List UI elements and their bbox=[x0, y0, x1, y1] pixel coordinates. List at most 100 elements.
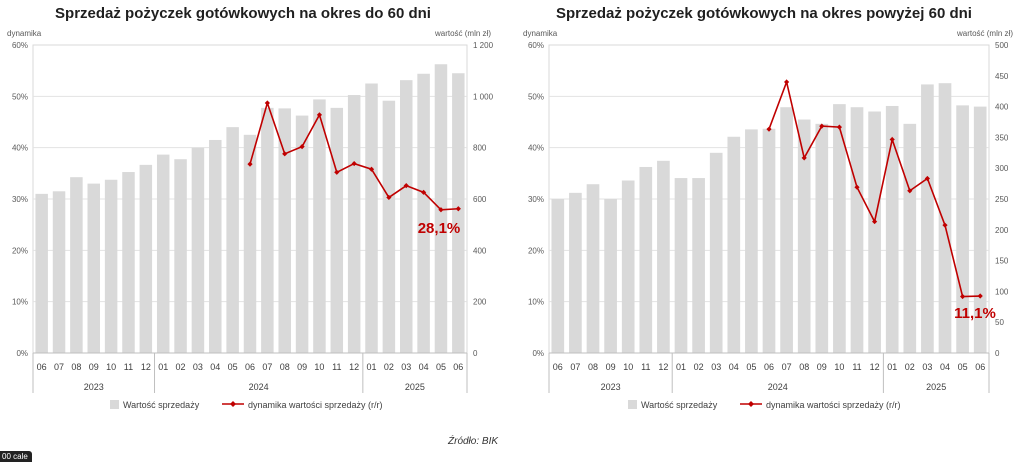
bar-12 bbox=[347, 95, 361, 354]
line-point-09 bbox=[299, 144, 305, 150]
line-point-05 bbox=[438, 207, 444, 213]
bar-06 bbox=[973, 106, 987, 353]
bar-01 bbox=[885, 105, 899, 353]
x-tick-label: 04 bbox=[940, 362, 950, 372]
y-tick-label: 50% bbox=[12, 92, 28, 101]
y-tick-label: 10% bbox=[528, 298, 544, 307]
x-tick-label: 11 bbox=[124, 362, 133, 372]
x-tick-label: 10 bbox=[623, 362, 633, 372]
x-tick-label: 03 bbox=[711, 362, 721, 372]
y2-tick-label: 1 000 bbox=[473, 92, 494, 101]
bar-02 bbox=[692, 178, 705, 353]
x-tick-label: 06 bbox=[975, 362, 985, 372]
line-point-04 bbox=[421, 189, 427, 195]
legend-marker-line bbox=[748, 401, 754, 407]
bar-11 bbox=[850, 107, 864, 353]
chart-right-svg: Sprzedaż pożyczek gotówkowych na okres p… bbox=[523, 5, 1013, 410]
bar-07 bbox=[569, 192, 582, 353]
line-point-05 bbox=[960, 293, 966, 300]
bar-05 bbox=[956, 105, 969, 353]
y2-axis-label: wartość (mln zł) bbox=[956, 29, 1013, 38]
x-tick-label: 06 bbox=[553, 362, 563, 372]
y2-tick-label: 400 bbox=[473, 246, 487, 255]
x-tick-label: 11 bbox=[852, 362, 861, 372]
y2-tick-label: 0 bbox=[473, 349, 478, 358]
x-tick-label: 04 bbox=[729, 362, 739, 372]
line-point-09 bbox=[819, 123, 825, 129]
y-tick-label: 60% bbox=[528, 41, 544, 50]
line-point-11 bbox=[334, 169, 340, 175]
bar-06 bbox=[452, 73, 465, 353]
chart-right: Sprzedaż pożyczek gotówkowych na okres p… bbox=[512, 0, 1024, 430]
line-point-06 bbox=[977, 293, 983, 299]
bar-11 bbox=[122, 172, 135, 353]
y2-tick-label: 300 bbox=[995, 164, 1009, 173]
y-tick-label: 20% bbox=[12, 246, 28, 255]
line-point-01 bbox=[889, 136, 895, 143]
x-tick-label: 05 bbox=[436, 362, 446, 372]
chart-title: Sprzedaż pożyczek gotówkowych na okres d… bbox=[55, 5, 431, 22]
line-point-07 bbox=[784, 79, 790, 85]
bar-01 bbox=[674, 178, 688, 353]
line-point-02 bbox=[386, 194, 392, 201]
x-tick-label: 11 bbox=[332, 362, 341, 372]
y2-tick-label: 150 bbox=[995, 257, 1009, 266]
year-label: 2024 bbox=[768, 382, 788, 392]
x-tick-label: 12 bbox=[658, 362, 668, 372]
y-tick-label: 30% bbox=[528, 195, 544, 204]
bar-11 bbox=[639, 166, 653, 353]
bar-10 bbox=[621, 180, 635, 353]
y2-tick-label: 600 bbox=[473, 195, 487, 204]
bar-08 bbox=[70, 177, 83, 353]
line-point-04 bbox=[942, 222, 948, 228]
y2-tick-label: 450 bbox=[995, 72, 1009, 81]
x-tick-label: 06 bbox=[245, 362, 255, 372]
bar-01 bbox=[156, 154, 170, 353]
x-tick-label: 03 bbox=[193, 362, 203, 372]
bar-06 bbox=[243, 134, 257, 353]
x-tick-label: 02 bbox=[905, 362, 915, 372]
year-label: 2024 bbox=[249, 382, 269, 392]
x-tick-label: 08 bbox=[799, 362, 809, 372]
line-point-12 bbox=[351, 160, 357, 167]
y2-tick-label: 200 bbox=[995, 226, 1009, 235]
bar-03 bbox=[709, 152, 723, 353]
bar-03 bbox=[399, 80, 413, 353]
x-tick-label: 09 bbox=[606, 362, 616, 372]
bar-11 bbox=[330, 107, 344, 353]
x-tick-label: 06 bbox=[764, 362, 774, 372]
x-tick-label: 03 bbox=[922, 362, 932, 372]
x-tick-label: 01 bbox=[158, 362, 168, 372]
line-point-02 bbox=[907, 188, 913, 194]
line-point-03 bbox=[924, 175, 930, 182]
x-tick-label: 05 bbox=[958, 362, 968, 372]
x-tick-label: 12 bbox=[141, 362, 151, 372]
bar-04 bbox=[209, 139, 222, 353]
bar-02 bbox=[382, 100, 396, 354]
y-tick-label: 10% bbox=[12, 298, 28, 307]
legend-label-line: dynamika wartości sprzedaży (r/r) bbox=[766, 400, 901, 410]
y2-tick-label: 1 200 bbox=[473, 41, 494, 50]
chart-title: Sprzedaż pożyczek gotówkowych na okres p… bbox=[556, 5, 972, 22]
y2-tick-label: 100 bbox=[995, 287, 1009, 296]
y2-axis-label: wartość (mln zł) bbox=[434, 29, 491, 38]
line-point-12 bbox=[872, 218, 878, 225]
bar-09 bbox=[815, 123, 829, 354]
line-point-06 bbox=[247, 161, 253, 167]
bar-12 bbox=[657, 160, 670, 353]
legend-marker-line bbox=[230, 401, 236, 407]
y-axis-label: dynamika bbox=[7, 29, 42, 38]
x-tick-label: 04 bbox=[210, 362, 220, 372]
y2-tick-label: 500 bbox=[995, 41, 1009, 50]
x-tick-label: 09 bbox=[89, 362, 99, 372]
y-tick-label: 50% bbox=[528, 92, 544, 101]
x-tick-label: 02 bbox=[384, 362, 394, 372]
y-axis-label: dynamika bbox=[523, 29, 558, 38]
x-tick-label: 07 bbox=[570, 362, 580, 372]
x-tick-label: 07 bbox=[262, 362, 272, 372]
year-label: 2023 bbox=[84, 382, 104, 392]
chart-left-svg: Sprzedaż pożyczek gotówkowych na okres d… bbox=[7, 5, 494, 410]
value-annotation: 11,1% bbox=[954, 305, 996, 322]
line-point-10 bbox=[836, 124, 842, 130]
bar-02 bbox=[903, 123, 917, 354]
